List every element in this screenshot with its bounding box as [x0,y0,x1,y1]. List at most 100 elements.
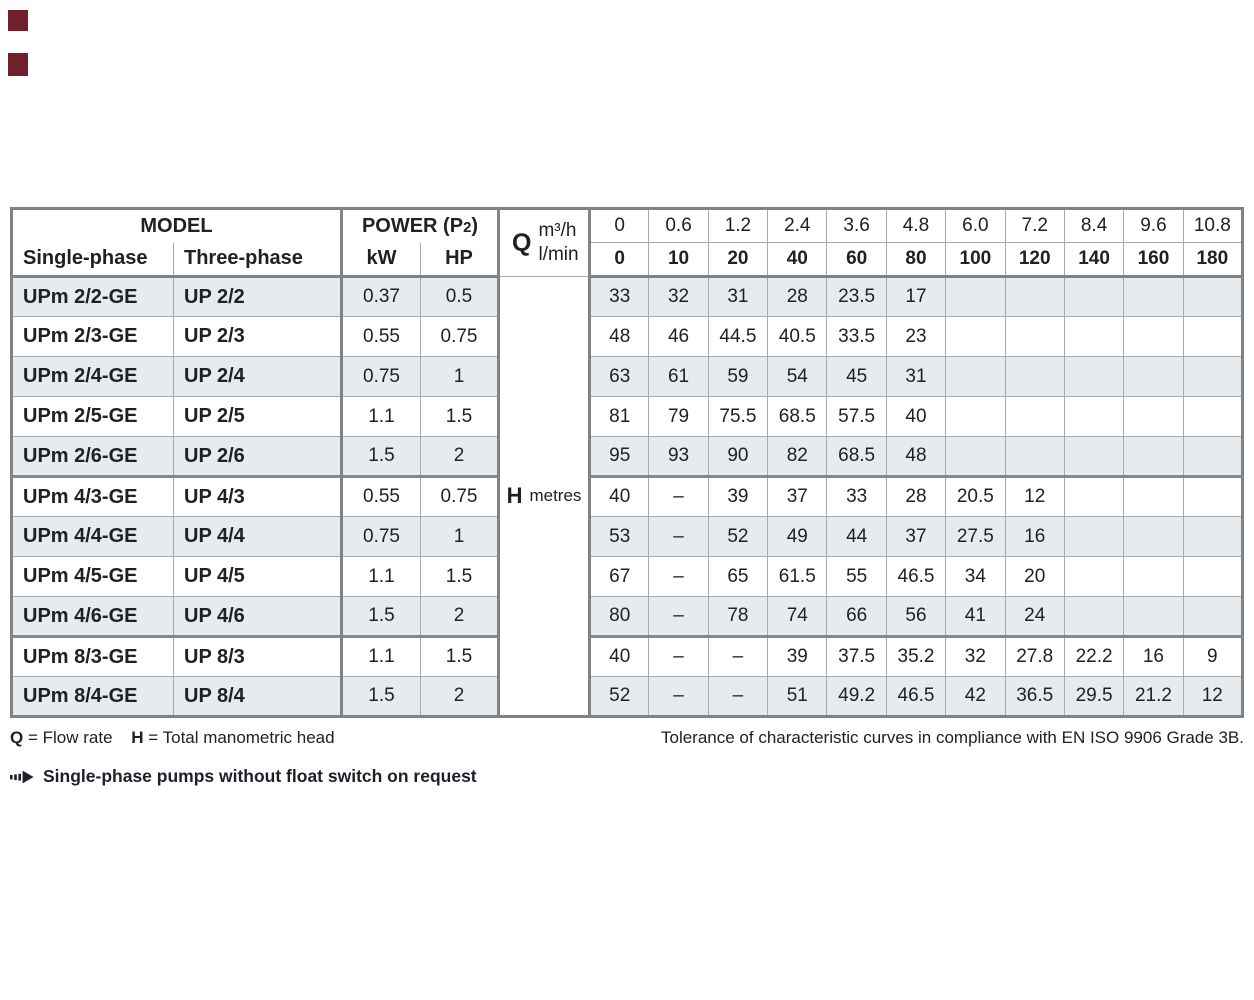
head-value-cell: 80 [588,596,650,637]
head-value-cell [1123,556,1184,597]
table-row: UPm 4/4-GE UP 4/4 0.75 1 53–52 49 44 37 27.5 16 [11,516,1244,557]
kw-value-cell: 0.55 [340,316,421,357]
head-value-cell: 20 [1004,556,1065,597]
kw-value-cell: 1.5 [340,596,421,637]
head-value-cell: 16 [1123,635,1184,677]
head-value-cell: 44.5 [707,316,769,357]
head-value-cell: 31 [707,276,769,317]
head-value-cell: 40.5 [767,316,828,357]
head-value-cell: 31 [885,356,947,397]
tolerance-note: Tolerance of characteristic curves in co… [661,728,1244,747]
head-value-cell: 93 [648,436,709,477]
three-phase-model-cell: UP 2/6 [173,436,342,477]
head-value-cell: 32 [945,635,1006,677]
head-value-cell: 32 [648,276,709,317]
head-value-cell [1182,596,1244,637]
three-phase-model-cell: UP 2/2 [173,276,342,317]
hp-value-cell: 1 [419,516,501,557]
three-phase-header: Three-phase [173,242,342,278]
head-value-cell [1182,436,1244,477]
head-value-cell: 51 [767,676,828,717]
head-value-cell [945,356,1006,397]
head-value-cell: 21.2 [1123,676,1184,717]
head-value-cell [1004,396,1065,437]
kw-value-cell: 1.5 [340,676,421,717]
head-value-cell: 33 [826,475,887,517]
head-value-cell: 40 [588,475,650,517]
head-value-cell [1123,436,1184,477]
head-value-cell: 46.5 [885,676,947,717]
single-phase-model-cell: UPm 2/6-GE [11,436,174,477]
head-value-cell: – [648,475,709,517]
head-value-cell [1063,475,1125,517]
kw-value-cell: 0.75 [340,516,421,557]
head-value-cell: 66 [826,596,887,637]
legend: Q = Flow rate H = Total manometric head [10,728,349,748]
head-value-cell: 29.5 [1063,676,1125,717]
head-value-cell [1063,596,1125,637]
head-value-cell: 49.2 [826,676,887,717]
head-value-cell [1182,396,1244,437]
single-phase-model-cell: UPm 2/5-GE [11,396,174,437]
head-value-cell [1123,516,1184,557]
head-value-cell [945,276,1006,317]
flow-lmin-header-cell: 0 [588,242,650,278]
three-phase-model-cell: UP 4/6 [173,596,342,637]
head-value-cell: 53 [588,516,650,557]
pump-specs-table: MODEL POWER (P2) Q m³/h l/min 0 0.6 1.2 2.4… [10,207,1244,718]
head-value-cell: – [707,635,769,677]
hp-value-cell: 1.5 [419,556,501,597]
head-value-cell [1123,276,1184,317]
head-value-cell: – [648,596,709,637]
head-value-cell: 68.5 [826,436,887,477]
head-value-cell: 20.5 [945,475,1006,517]
kw-header: kW [340,242,421,278]
head-value-cell: 23 [885,316,947,357]
head-value-cell: 39 [767,635,828,677]
single-phase-header: Single-phase [11,242,174,278]
head-value-cell: 16 [1004,516,1065,557]
head-value-cell: 46.5 [885,556,947,597]
head-value-cell: 44 [826,516,887,557]
head-value-cell: 57.5 [826,396,887,437]
three-phase-model-cell: UP 2/5 [173,396,342,437]
flow-m3h-header-cell: 8.4 [1063,208,1125,243]
table-row: UPm 2/3-GE UP 2/3 0.55 0.75 48 46 44.5 40.5 33.5… [11,316,1244,357]
head-value-cell: 61.5 [767,556,828,597]
legend-q-symbol: Q [10,728,24,747]
flow-m3h-header-cell: 3.6 [826,208,887,243]
header-row-flow-m3h: MODEL POWER (P2) Q m³/h l/min 0 0.6 1.2 2.4… [11,208,1244,277]
power-label: POWER (P [361,214,464,237]
head-value-cell [1123,596,1184,637]
head-value-cell: 12 [1004,475,1065,517]
head-value-cell: 95 [588,436,650,477]
head-value-cell: 22.2 [1063,635,1125,677]
head-value-cell: – [648,516,709,557]
head-value-cell: – [648,635,709,677]
table-row: UPm 8/4-GE UP 8/4 1.5 2 52– –51 49.2 46.5 42 36.5… [11,676,1244,717]
head-value-cell: 34 [945,556,1006,597]
model-header: MODEL [11,208,342,243]
flow-m3h-header-cell: 7.2 [1004,208,1065,243]
page-edge-tab [8,10,28,31]
head-value-cell: 52 [707,516,769,557]
flow-m3h-header-cell: 0.6 [648,208,709,243]
flow-m3h-header-cell: 1.2 [707,208,769,243]
head-value-cell: 90 [707,436,769,477]
head-value-cell: 35.2 [885,635,947,677]
h-unit-label: metres [529,486,582,505]
head-value-cell: 24 [1004,596,1065,637]
head-value-cell [1123,396,1184,437]
head-value-cell [945,436,1006,477]
q-flow-header: Q m³/h l/min [497,208,592,277]
head-value-cell: 27.8 [1004,635,1065,677]
hp-value-cell: 0.75 [419,475,501,517]
single-phase-model-cell: UPm 4/6-GE [11,596,174,637]
single-phase-model-cell: UPm 8/3-GE [11,635,174,677]
head-value-cell: 37 [767,475,828,517]
three-phase-model-cell: UP 8/4 [173,676,342,717]
head-value-cell: 27.5 [945,516,1006,557]
head-value-cell [1182,556,1244,597]
head-value-cell: 42 [945,676,1006,717]
